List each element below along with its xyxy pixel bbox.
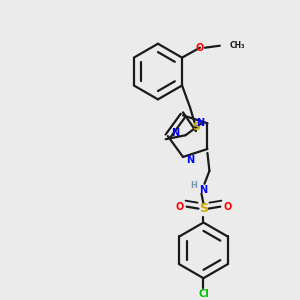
Text: N: N: [171, 128, 179, 138]
Text: N: N: [186, 155, 194, 165]
Text: O: O: [176, 202, 184, 212]
Text: S: S: [199, 202, 208, 215]
Text: Cl: Cl: [198, 289, 209, 299]
Text: S: S: [192, 122, 200, 132]
Text: N: N: [200, 185, 208, 195]
Text: CH₃: CH₃: [230, 41, 245, 50]
Text: N: N: [196, 118, 205, 128]
Text: O: O: [196, 43, 204, 53]
Text: O: O: [223, 202, 231, 212]
Text: H: H: [190, 181, 197, 190]
